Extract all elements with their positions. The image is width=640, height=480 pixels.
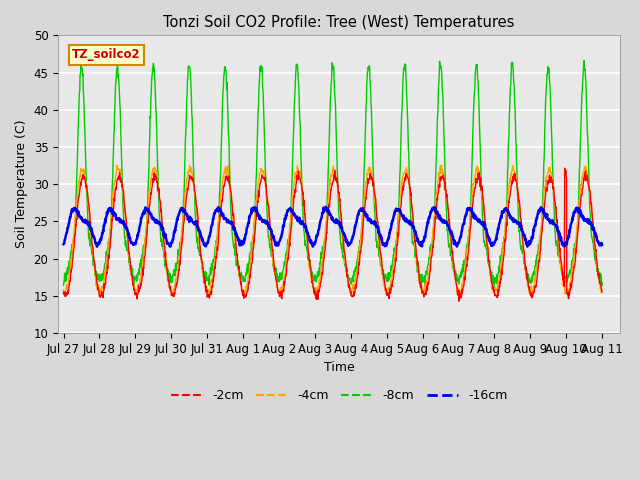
Title: Tonzi Soil CO2 Profile: Tree (West) Temperatures: Tonzi Soil CO2 Profile: Tree (West) Temp… bbox=[163, 15, 515, 30]
Line: -8cm: -8cm bbox=[63, 60, 602, 288]
-2cm bbox=[288, 213, 296, 218]
-4cm bbox=[101, 271, 109, 276]
-16cm bbox=[322, 204, 330, 210]
-4cm bbox=[113, 162, 121, 168]
-8cm bbox=[309, 272, 317, 277]
-4cm bbox=[289, 195, 296, 201]
-8cm bbox=[60, 282, 67, 288]
-8cm bbox=[580, 58, 588, 63]
-4cm bbox=[310, 285, 317, 290]
-16cm bbox=[124, 227, 131, 233]
-16cm bbox=[300, 222, 307, 228]
-2cm bbox=[101, 281, 109, 287]
X-axis label: Time: Time bbox=[324, 361, 355, 374]
-2cm bbox=[561, 165, 568, 171]
-8cm bbox=[124, 247, 131, 253]
-2cm bbox=[598, 289, 606, 295]
Line: -16cm: -16cm bbox=[63, 207, 602, 247]
Y-axis label: Soil Temperature (C): Soil Temperature (C) bbox=[15, 120, 28, 249]
-8cm bbox=[300, 214, 307, 220]
-8cm bbox=[101, 261, 109, 266]
Text: TZ_soilco2: TZ_soilco2 bbox=[72, 48, 141, 61]
-16cm bbox=[60, 241, 67, 247]
-8cm bbox=[366, 76, 374, 82]
-4cm bbox=[598, 289, 606, 295]
-16cm bbox=[598, 241, 606, 247]
-4cm bbox=[124, 237, 131, 243]
-2cm bbox=[309, 281, 317, 287]
-4cm bbox=[367, 167, 374, 173]
-16cm bbox=[309, 242, 317, 248]
-4cm bbox=[241, 293, 248, 299]
-4cm bbox=[60, 287, 67, 293]
-2cm bbox=[366, 171, 374, 177]
-8cm bbox=[598, 280, 606, 286]
Line: -2cm: -2cm bbox=[63, 168, 602, 301]
-8cm bbox=[288, 179, 296, 185]
Legend: -2cm, -4cm, -8cm, -16cm: -2cm, -4cm, -8cm, -16cm bbox=[166, 384, 512, 407]
-16cm bbox=[289, 208, 296, 214]
-16cm bbox=[367, 217, 374, 223]
-2cm bbox=[124, 226, 131, 231]
-2cm bbox=[60, 289, 67, 295]
Line: -4cm: -4cm bbox=[63, 165, 602, 296]
-2cm bbox=[300, 190, 307, 196]
-4cm bbox=[300, 202, 308, 207]
-16cm bbox=[93, 244, 100, 250]
-2cm bbox=[455, 299, 463, 304]
-16cm bbox=[102, 219, 109, 225]
-8cm bbox=[490, 286, 498, 291]
